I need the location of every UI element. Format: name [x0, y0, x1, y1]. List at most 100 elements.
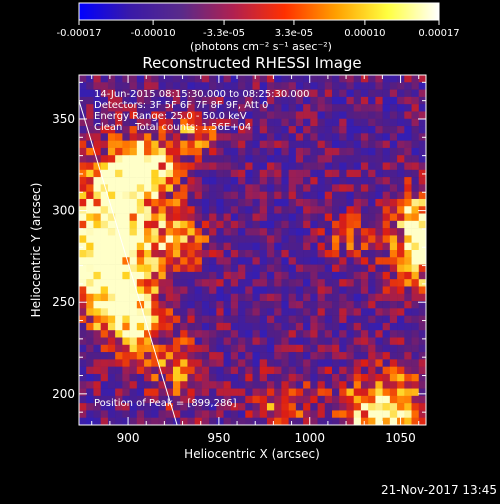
heatmap-cell: [86, 410, 94, 419]
heatmap-cell: [79, 206, 87, 214]
heatmap-cell: [230, 118, 239, 127]
heatmap-cell: [310, 213, 318, 222]
heatmap-cell: [158, 388, 167, 397]
heatmap-cell: [209, 315, 217, 324]
heatmap-cell: [158, 198, 167, 207]
heatmap-cell: [180, 315, 188, 324]
heatmap-cell: [223, 271, 232, 280]
heatmap-cell: [223, 403, 232, 411]
heatmap-cell: [382, 118, 391, 127]
heatmap-cell: [180, 308, 188, 316]
heatmap-cell: [93, 140, 101, 149]
heatmap-cell: [281, 301, 289, 309]
heatmap-cell: [136, 213, 145, 222]
heatmap-cell: [144, 264, 152, 273]
heatmap-cell: [209, 381, 217, 389]
heatmap-cell: [165, 293, 174, 302]
heatmap-cell: [187, 140, 195, 149]
heatmap-cell: [201, 242, 210, 251]
heatmap-cell: [201, 162, 210, 171]
heatmap-cell: [252, 198, 261, 207]
heatmap-cell: [93, 133, 101, 141]
heatmap-cell: [223, 344, 232, 353]
heatmap-cell: [389, 235, 398, 244]
heatmap-cell: [411, 96, 420, 105]
heatmap-cell: [259, 308, 268, 316]
heatmap-cell: [129, 242, 138, 251]
heatmap-cell: [165, 104, 174, 112]
heatmap-cell: [187, 315, 195, 324]
heatmap-cell: [151, 373, 159, 382]
heatmap-cell: [368, 75, 376, 83]
heatmap-cell: [389, 75, 398, 83]
heatmap-cell: [209, 82, 217, 90]
heatmap-cell: [404, 140, 412, 149]
heatmap-cell: [245, 206, 253, 214]
heatmap-cell: [93, 184, 101, 192]
heatmap-cell: [230, 373, 239, 382]
heatmap-cell: [151, 184, 159, 192]
heatmap-cell: [324, 147, 333, 156]
heatmap-cell: [274, 279, 282, 287]
heatmap-cell: [223, 359, 232, 367]
heatmap-cell: [144, 118, 152, 127]
heatmap-cell: [310, 366, 318, 375]
heatmap-cell: [368, 140, 376, 149]
heatmap-cell: [209, 344, 217, 353]
heatmap-cell: [281, 242, 289, 251]
heatmap-cell: [397, 264, 405, 273]
heatmap-cell: [144, 198, 152, 207]
heatmap-cell: [288, 264, 297, 273]
heatmap-cell: [346, 89, 355, 98]
heatmap-cell: [238, 220, 246, 229]
heatmap-cell: [360, 140, 369, 149]
heatmap-cell: [245, 264, 253, 273]
heatmap-cell: [339, 118, 347, 127]
heatmap-cell: [375, 373, 383, 382]
heatmap-cell: [122, 111, 130, 120]
heatmap-cell: [187, 330, 195, 338]
heatmap-cell: [324, 126, 333, 134]
heatmap-cell: [375, 89, 383, 98]
heatmap-cell: [339, 213, 347, 222]
heatmap-cell: [303, 118, 311, 127]
heatmap-cell: [172, 264, 181, 273]
heatmap-cell: [187, 366, 195, 375]
heatmap-cell: [368, 373, 376, 382]
heatmap-cell: [100, 417, 109, 425]
axis-ticks: [79, 75, 426, 425]
heatmap-cell: [129, 213, 138, 222]
heatmap-cell: [418, 104, 426, 112]
heatmap-cell: [115, 395, 123, 404]
heatmap-cell: [281, 133, 289, 141]
heatmap-cell: [252, 301, 261, 309]
heatmap-cell: [79, 322, 87, 331]
heatmap-cell: [223, 126, 232, 134]
colorbar-tick-label: 0.00010: [344, 28, 385, 39]
heatmap-cell: [209, 169, 217, 178]
heatmap-cell: [180, 381, 188, 389]
heatmap-cell: [404, 293, 412, 302]
heatmap-cell: [259, 111, 268, 120]
heatmap-cell: [209, 147, 217, 156]
heatmap-cell: [404, 104, 412, 112]
heatmap-cell: [266, 126, 275, 134]
heatmap-cell: [107, 155, 116, 163]
heatmap-cell: [86, 213, 94, 222]
heatmap-cell: [144, 162, 152, 171]
heatmap-cell: [339, 417, 347, 425]
heatmap-cell: [100, 293, 109, 302]
heatmap-cell: [230, 344, 239, 353]
heatmap-cell: [100, 271, 109, 280]
heatmap-cell: [332, 126, 340, 134]
heatmap-cell: [201, 388, 210, 397]
heatmap-cell: [238, 388, 246, 397]
heatmap-cell: [107, 133, 116, 141]
heatmap-cell: [368, 133, 376, 141]
heatmap-cell: [259, 359, 268, 367]
heatmap-cell: [158, 264, 167, 273]
heatmap-cell: [151, 279, 159, 287]
heatmap-cell: [346, 388, 355, 397]
heatmap-cell: [259, 228, 268, 236]
heatmap-cell: [339, 147, 347, 156]
